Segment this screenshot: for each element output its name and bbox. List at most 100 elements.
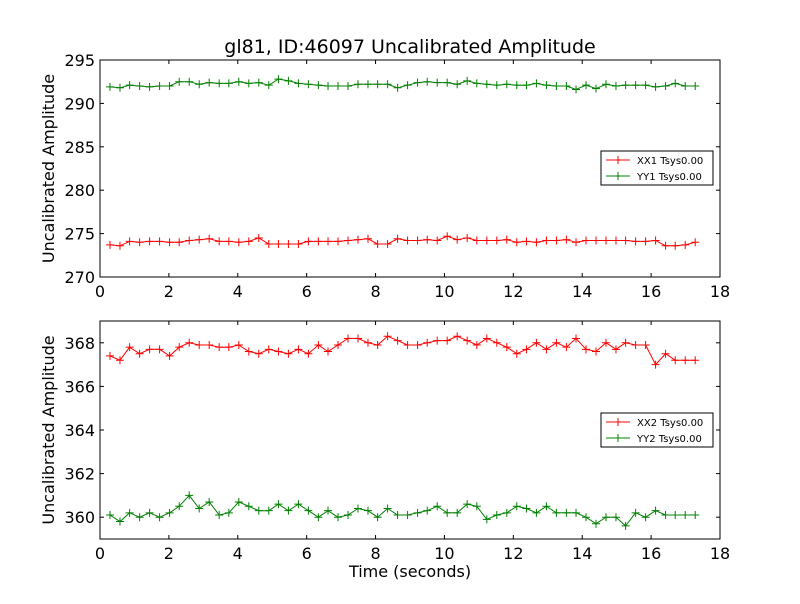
y-tick-label: 360 xyxy=(64,508,95,527)
data-point xyxy=(314,513,323,522)
data-point xyxy=(582,513,591,522)
data-point xyxy=(492,511,501,520)
data-point xyxy=(284,506,293,515)
data-point xyxy=(264,506,273,515)
y-axis-label: Uncalibrated Amplitude xyxy=(39,74,58,263)
x-tick-label: 12 xyxy=(503,544,523,563)
data-point xyxy=(115,356,124,365)
data-point xyxy=(205,497,214,506)
data-point xyxy=(353,235,362,244)
x-tick-label: 8 xyxy=(370,282,380,301)
data-point xyxy=(631,81,640,90)
legend-marker xyxy=(614,156,622,164)
data-point xyxy=(453,508,462,517)
x-tick-label: 18 xyxy=(710,544,730,563)
data-point xyxy=(383,80,392,89)
data-point xyxy=(224,237,233,246)
data-point xyxy=(621,236,630,245)
legend-label: XX2 Tsys0.00 xyxy=(637,418,703,429)
data-point xyxy=(651,360,660,369)
data-point xyxy=(611,345,620,354)
data-point xyxy=(413,236,422,245)
x-tick-label: 2 xyxy=(164,544,174,563)
data-point xyxy=(274,75,283,84)
data-point xyxy=(621,81,630,90)
data-point xyxy=(393,83,402,92)
data-point xyxy=(234,497,243,506)
data-point xyxy=(681,356,690,365)
y-tick-label: 275 xyxy=(64,225,95,244)
data-point xyxy=(641,81,650,90)
data-point xyxy=(135,238,144,247)
x-tick-label: 14 xyxy=(572,544,592,563)
data-point xyxy=(482,236,491,245)
data-point xyxy=(592,236,600,245)
data-point xyxy=(433,502,442,511)
data-point xyxy=(294,79,303,88)
data-point xyxy=(383,240,392,249)
data-point xyxy=(215,79,224,88)
data-point xyxy=(601,80,610,89)
data-point xyxy=(433,236,442,245)
data-point xyxy=(304,506,313,515)
data-point xyxy=(125,81,134,90)
data-point xyxy=(105,82,114,91)
top-panel: 0 2 4 6 8 10 12 14 16 18 270 275 280 285 290 295 Uncalib… xyxy=(39,51,730,301)
legend-label: YY1 Tsys0.00 xyxy=(636,172,702,183)
data-point xyxy=(373,80,382,89)
data-point xyxy=(234,238,243,247)
data-point xyxy=(254,233,263,242)
data-point xyxy=(403,81,412,90)
data-point xyxy=(542,502,551,511)
data-point xyxy=(363,80,372,89)
data-point xyxy=(512,502,521,511)
data-point xyxy=(572,238,581,247)
data-point xyxy=(582,236,591,245)
data-point xyxy=(125,237,134,246)
data-point xyxy=(671,241,680,250)
data-point xyxy=(463,233,472,242)
data-point xyxy=(641,237,650,246)
data-point xyxy=(542,345,551,354)
data-point xyxy=(403,236,412,245)
data-point xyxy=(691,82,700,91)
data-point xyxy=(155,82,164,91)
data-point xyxy=(502,80,511,89)
data-point xyxy=(453,80,462,89)
data-point xyxy=(611,82,620,91)
data-point xyxy=(105,240,114,249)
data-point xyxy=(601,236,610,245)
data-point xyxy=(482,515,491,524)
y-tick-label: 364 xyxy=(64,421,95,440)
data-point xyxy=(472,502,481,511)
data-point xyxy=(284,240,293,249)
data-point xyxy=(443,232,452,241)
data-point xyxy=(185,338,194,347)
data-point xyxy=(472,79,481,88)
data-point xyxy=(175,343,184,352)
data-point xyxy=(423,77,432,86)
data-point xyxy=(314,340,323,349)
x-tick-label: 8 xyxy=(370,544,380,563)
series-line xyxy=(109,494,696,527)
data-point xyxy=(145,508,154,517)
data-point xyxy=(502,235,511,244)
data-point xyxy=(651,82,660,91)
data-point xyxy=(115,83,124,92)
data-point xyxy=(472,236,481,245)
data-point xyxy=(145,82,154,91)
data-point xyxy=(353,334,362,343)
data-point xyxy=(363,506,372,515)
data-point xyxy=(393,336,402,345)
data-point xyxy=(552,338,561,347)
x-tick-label: 16 xyxy=(641,544,661,563)
data-point xyxy=(641,340,650,349)
data-point xyxy=(403,340,412,349)
data-point xyxy=(165,508,174,517)
data-point xyxy=(691,356,700,365)
data-point xyxy=(145,237,154,246)
axes-frame xyxy=(99,59,721,278)
data-point xyxy=(314,81,323,90)
legend-marker xyxy=(614,172,622,180)
data-point xyxy=(274,240,283,249)
